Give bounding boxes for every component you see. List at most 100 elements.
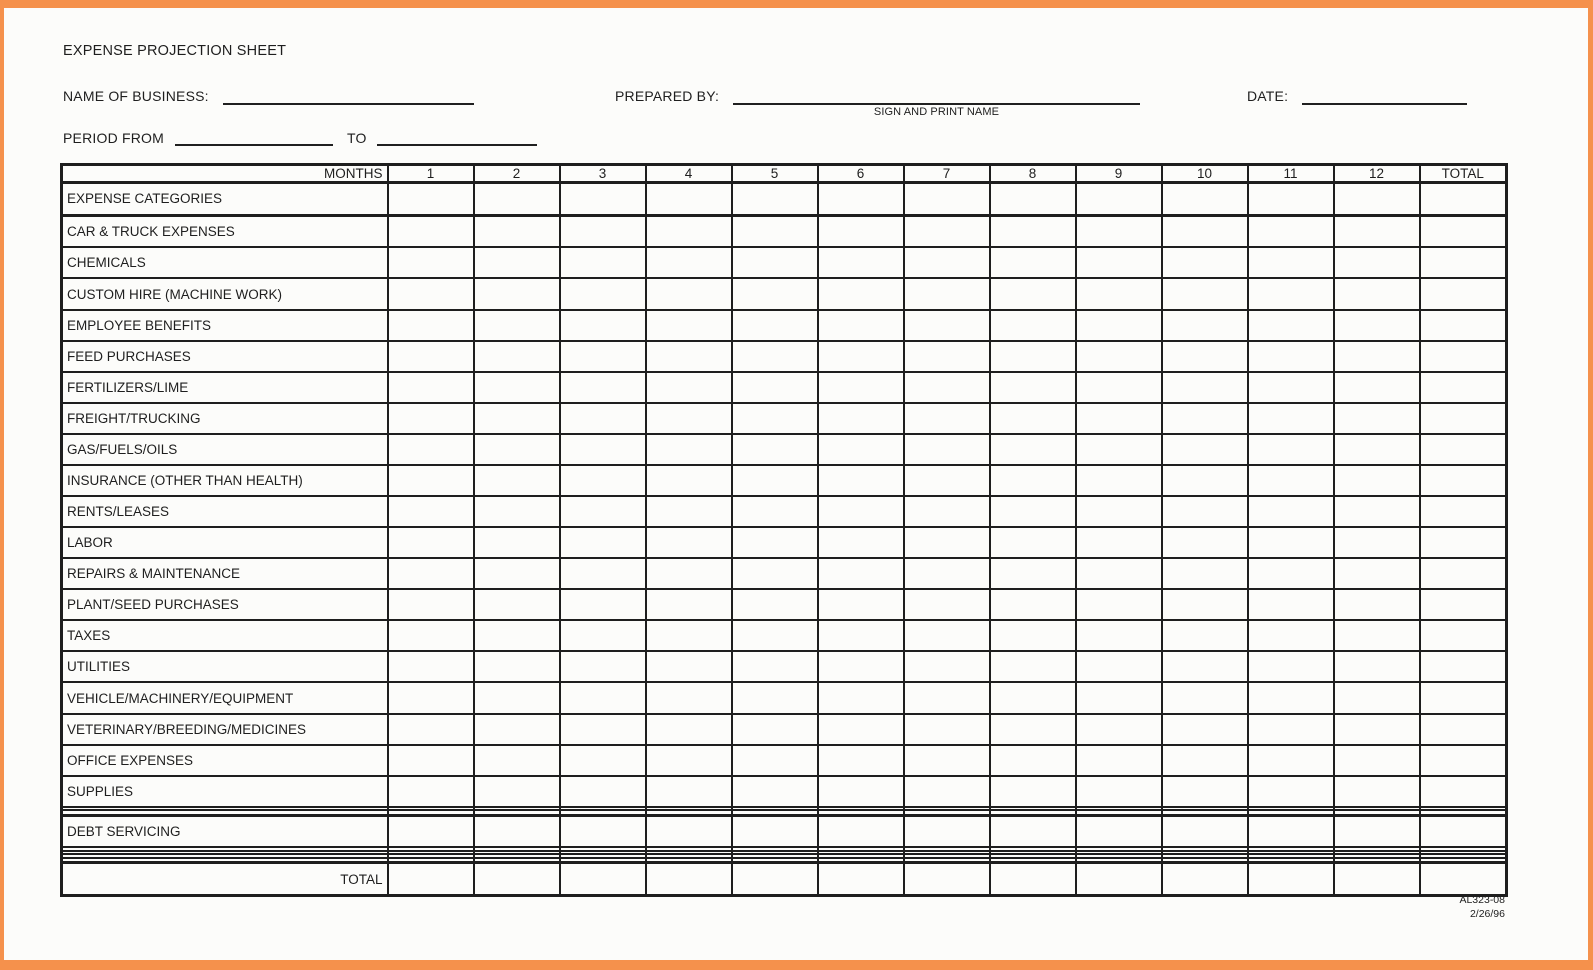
total-value-cell [1418,681,1508,715]
page-title: EXPENSE PROJECTION SHEET [63,43,287,59]
month-value-cell [644,619,733,653]
expense-row: EMPLOYEE BENEFITS [60,308,1508,342]
month-column-header: 10 [1160,163,1249,184]
month-value-cell [386,853,475,859]
month-value-cell [730,277,819,311]
month-value-cell [472,619,561,653]
month-value-cell [644,774,733,808]
month-value-cell [1074,370,1163,404]
month-value-cell [1074,463,1163,498]
month-value-cell [730,495,819,529]
month-value-cell [472,246,561,280]
month-value-cell [472,774,561,808]
month-value-cell [902,588,991,622]
month-value-cell [988,743,1077,777]
month-value-cell [816,214,905,249]
month-value-cell [558,681,647,715]
period-to-fill-line [377,144,537,146]
month-column-header: 1 [386,163,475,184]
total-value-cell [1418,743,1508,777]
month-value-cell [1074,588,1163,622]
total-value-cell [1418,650,1508,684]
month-value-cell [386,681,475,715]
month-value-cell [1332,619,1421,653]
month-value-cell [386,308,475,342]
month-column-header: 11 [1246,163,1335,184]
row-label-cell: GAS/FUELS/OILS [60,432,389,466]
months-header-row: MONTHS 1 2 3 4 5 6 7 8 9 10 11 12 TOTAL [60,163,1508,184]
blank-row [60,805,1508,812]
month-value-cell [816,619,905,653]
month-value-cell [558,712,647,746]
month-value-cell [988,557,1077,591]
month-value-cell [816,813,905,848]
month-value-cell [816,495,905,529]
month-value-cell [644,495,733,529]
month-value-cell [902,712,991,746]
expense-row: CUSTOM HIRE (MACHINE WORK) [60,277,1508,311]
total-row: TOTAL [60,861,1508,897]
month-value-cell [902,370,991,404]
month-value-cell [730,181,819,217]
month-column-header: 6 [816,163,905,184]
month-value-cell [902,181,991,217]
month-value-cell [988,246,1077,280]
expense-row: CAR & TRUCK EXPENSES [60,214,1508,249]
month-value-cell [730,463,819,498]
month-value-cell [1246,277,1335,311]
month-value-cell [1074,526,1163,560]
month-value-cell [472,588,561,622]
month-value-cell [644,463,733,498]
month-value-cell [816,557,905,591]
month-value-cell [558,401,647,435]
month-value-cell [1246,181,1335,217]
month-value-cell [644,650,733,684]
month-value-cell [1160,308,1249,342]
month-value-cell [1246,308,1335,342]
month-value-cell [1160,401,1249,435]
month-value-cell [730,712,819,746]
month-value-cell [988,432,1077,466]
month-value-cell [558,526,647,560]
month-value-cell [988,774,1077,808]
total-value-cell [1418,557,1508,591]
expense-row: LABOR [60,526,1508,560]
expense-row: RENTS/LEASES [60,495,1508,529]
month-value-cell [730,650,819,684]
month-value-cell [386,495,475,529]
row-label-cell: CHEMICALS [60,246,389,280]
month-value-cell [1074,774,1163,808]
month-column-header: 5 [730,163,819,184]
month-value-cell [1332,308,1421,342]
month-value-cell [730,588,819,622]
form-number: AL323-08 [1459,894,1505,906]
month-value-cell [558,495,647,529]
month-value-cell [1332,495,1421,529]
month-value-cell [1246,681,1335,715]
month-value-cell [472,308,561,342]
row-label-cell: PLANT/SEED PURCHASES [60,588,389,622]
month-value-cell [988,853,1077,859]
month-value-cell [988,401,1077,435]
expense-row: UTILITIES [60,650,1508,684]
month-value-cell [988,277,1077,311]
month-value-cell [902,557,991,591]
period-from-label: PERIOD FROM [63,130,164,146]
month-value-cell [1074,246,1163,280]
month-value-cell [988,681,1077,715]
month-value-cell [644,557,733,591]
month-value-cell [472,432,561,466]
month-value-cell [644,214,733,249]
month-value-cell [1160,805,1249,812]
month-value-cell [1246,495,1335,529]
date-label: DATE: [1247,88,1289,104]
month-value-cell [1074,308,1163,342]
total-value-cell [1418,181,1508,217]
month-value-cell [386,463,475,498]
month-value-cell [1332,813,1421,848]
month-value-cell [644,432,733,466]
total-value-cell [1418,277,1508,311]
month-value-cell [558,432,647,466]
month-value-cell [1332,339,1421,373]
month-value-cell [472,861,561,897]
